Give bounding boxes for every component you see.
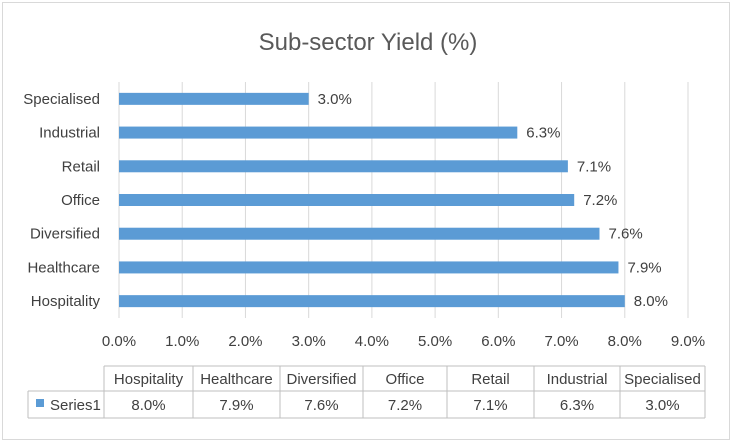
category-label: Healthcare: [27, 259, 100, 276]
data-label: 7.9%: [627, 259, 661, 276]
table-header-cell: Retail: [471, 371, 509, 388]
bar: [119, 261, 619, 274]
table-value-cell: 7.6%: [304, 397, 338, 414]
table-value-cell: 7.9%: [219, 397, 253, 414]
table-header-cell: Healthcare: [200, 371, 273, 388]
bar: [119, 227, 600, 240]
category-label: Specialised: [23, 91, 100, 108]
category-label: Hospitality: [31, 293, 101, 310]
bar: [119, 160, 568, 173]
table-header-cell: Office: [386, 371, 425, 388]
x-tick-label: 1.0%: [165, 333, 199, 350]
bar: [119, 194, 575, 206]
data-label: 7.2%: [583, 192, 617, 209]
category-label: Diversified: [30, 226, 100, 243]
x-tick-label: 2.0%: [228, 333, 262, 350]
table-value-cell: 7.2%: [388, 397, 422, 414]
table-value-cell: 6.3%: [560, 397, 594, 414]
table-value-cell: 3.0%: [645, 397, 679, 414]
gridlines: [118, 82, 689, 318]
table-header-cell: Specialised: [624, 371, 701, 388]
x-tick-label: 5.0%: [418, 333, 452, 350]
table-header-cell: Diversified: [286, 371, 356, 388]
data-labels: 8.0% 7.9% 7.6% 7.2% 7.1% 6.3% 3.0%: [318, 91, 668, 310]
x-tick-label: 8.0%: [608, 333, 642, 350]
x-tick-labels: 0.0% 1.0% 2.0% 3.0% 4.0% 5.0% 6.0% 7.0% 8.0% 9.0%: [102, 333, 705, 350]
legend-key: [36, 399, 44, 407]
x-tick-label: 7.0%: [544, 333, 578, 350]
x-tick-label: 6.0%: [481, 333, 515, 350]
data-label: 8.0%: [634, 293, 668, 310]
x-tick-label: 0.0%: [102, 333, 136, 350]
data-label: 7.1%: [577, 158, 611, 175]
data-label: 7.6%: [608, 226, 642, 243]
table-value-cell: 8.0%: [131, 397, 165, 414]
category-label: Office: [61, 192, 100, 209]
x-tick-label: 4.0%: [355, 333, 389, 350]
chart-frame: [2, 2, 730, 440]
legend-series-label: Series1: [50, 397, 101, 414]
x-tick-label: 3.0%: [292, 333, 326, 350]
bars: [119, 92, 625, 308]
table-header-cell: Hospitality: [114, 371, 184, 388]
bar: [119, 126, 518, 139]
category-label: Retail: [62, 158, 100, 175]
bar: [119, 295, 625, 308]
data-label: 6.3%: [526, 125, 560, 142]
category-label: Industrial: [39, 125, 100, 142]
data-table: Hospitality 8.0% Healthcare 7.9% Diversified…: [27, 365, 706, 419]
category-labels: Hospitality Healthcare Diversified Office Re…: [23, 91, 100, 310]
table-header-cell: Industrial: [547, 371, 608, 388]
table-value-cell: 7.1%: [473, 397, 507, 414]
chart-title: Sub-sector Yield (%): [259, 29, 478, 56]
data-label: 3.0%: [318, 91, 352, 108]
bar: [119, 92, 309, 105]
x-tick-label: 9.0%: [671, 333, 705, 350]
